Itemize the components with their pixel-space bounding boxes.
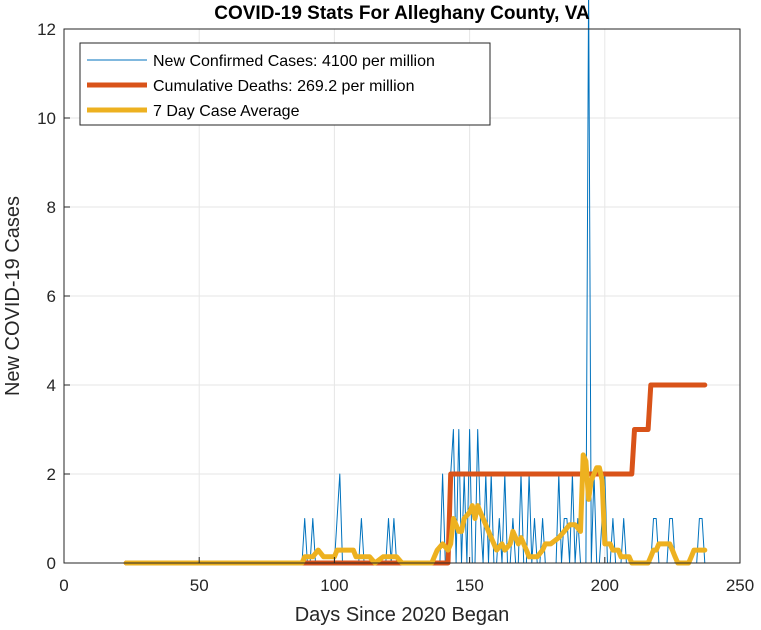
chart-title: COVID-19 Stats For Alleghany County, VA (214, 3, 590, 24)
x-tick-label: 200 (591, 576, 619, 595)
x-axis-label: Days Since 2020 Began (295, 604, 510, 626)
x-tick-label: 250 (726, 576, 754, 595)
y-tick-label: 12 (37, 20, 56, 39)
y-tick-label: 2 (47, 465, 56, 484)
x-tick-label: 100 (320, 576, 348, 595)
series-7day-average-line (123, 452, 708, 566)
legend: New Confirmed Cases: 4100 per million Cum… (79, 42, 491, 126)
y-axis-label: New COVID-19 Cases (2, 196, 24, 396)
x-tick-label: 50 (190, 576, 209, 595)
x-tick-label: 150 (455, 576, 483, 595)
y-tick-label: 10 (37, 109, 56, 128)
y-tick-label: 6 (47, 287, 56, 306)
y-tick-label: 4 (47, 376, 56, 395)
legend-label: New Confirmed Cases: 4100 per million (153, 53, 435, 70)
legend-label: Cumulative Deaths: 269.2 per million (153, 78, 414, 95)
legend-box (79, 42, 491, 126)
legend-label: 7 Day Case Average (153, 103, 300, 120)
x-tick-label: 0 (59, 576, 68, 595)
ticks: 0 50 100 150 200 250 0 2 4 6 8 10 12 (37, 20, 754, 595)
y-tick-label: 0 (47, 554, 56, 573)
y-tick-label: 8 (47, 198, 56, 217)
